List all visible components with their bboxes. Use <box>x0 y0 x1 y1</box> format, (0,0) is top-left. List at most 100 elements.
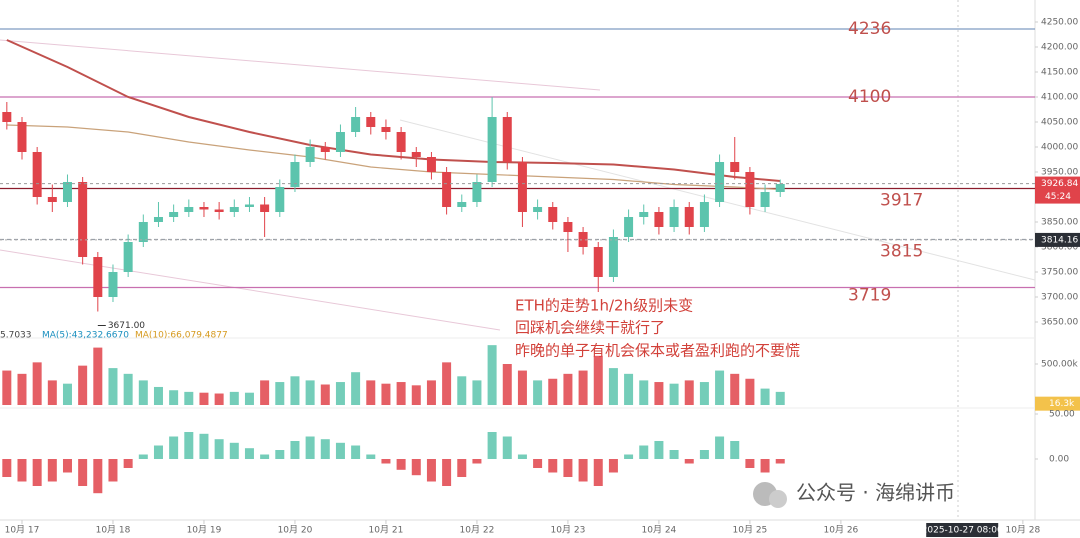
macd-bar <box>608 459 618 473</box>
macd-bar <box>305 436 315 459</box>
candle-body <box>93 257 103 297</box>
macd-bar <box>351 445 361 459</box>
macd-bar <box>563 459 573 477</box>
candle-body <box>699 202 709 227</box>
macd-bar <box>62 459 72 473</box>
x-tick-label: 10月 23 <box>551 525 586 536</box>
macd-bar <box>17 459 27 482</box>
volume-bar <box>578 370 588 405</box>
candle-body <box>578 232 588 247</box>
macd-bar <box>184 432 194 459</box>
y-tick-label: 0.00 <box>1049 455 1069 465</box>
volume-bar <box>335 382 345 405</box>
volume-bar <box>199 392 209 405</box>
candle-body <box>654 212 664 227</box>
volume-bar <box>108 368 118 405</box>
candle-body <box>381 127 391 132</box>
volume-bar <box>62 383 72 405</box>
crosshair-time-box <box>926 523 999 537</box>
volume-bar <box>78 365 88 405</box>
candle-body <box>78 182 88 257</box>
y-tick-label: 4000.00 <box>1041 143 1078 153</box>
candle-body <box>426 157 436 172</box>
volume-bar <box>775 391 785 405</box>
annotation: ETH的走势1h/2h级别未变 <box>515 297 693 315</box>
candle-body <box>335 132 345 152</box>
volume-bar <box>229 391 239 405</box>
x-tick-label: 10月 21 <box>369 525 404 536</box>
level-label: 4100 <box>848 87 891 107</box>
macd-bar <box>138 454 148 459</box>
volume-bar <box>2 370 12 405</box>
candle-body <box>290 162 300 187</box>
volume-bar <box>290 376 300 405</box>
volume-bar <box>502 364 512 405</box>
volume-legend: MA(10):66,079.4877 <box>135 331 228 341</box>
candle-body <box>47 197 57 202</box>
volume-bar <box>123 373 133 405</box>
macd-bar <box>654 441 664 459</box>
volume-bar <box>396 382 406 405</box>
macd-bar <box>366 454 376 459</box>
macd-bar <box>244 448 254 459</box>
macd-bar <box>108 459 118 482</box>
candle-body <box>169 212 179 217</box>
macd-bar <box>533 459 543 468</box>
y-tick-label: 3950.00 <box>1041 168 1078 178</box>
y-tick-label: 3800.00 <box>1041 243 1078 253</box>
x-tick-label: 10月 24 <box>642 525 677 536</box>
candle-body <box>715 162 725 202</box>
candle-body <box>229 207 239 212</box>
volume-bar <box>184 391 194 405</box>
volume-bar <box>47 380 57 405</box>
volume-legend: 5.7033 <box>0 331 32 341</box>
candle-body <box>533 207 543 212</box>
macd-bar <box>47 459 57 482</box>
candle-body <box>366 117 376 127</box>
annotation: 回踩机会继续干就行了 <box>515 319 665 337</box>
candle-body <box>32 152 42 197</box>
macd-bar <box>593 459 603 486</box>
volume-bar <box>275 382 285 405</box>
y-tick-label: 4050.00 <box>1041 118 1078 128</box>
macd-bar <box>639 445 649 459</box>
ma-line <box>6 124 781 191</box>
candle-body <box>760 192 770 207</box>
macd-bar <box>275 450 285 459</box>
macd-bar <box>260 454 270 459</box>
candle-body <box>153 217 163 222</box>
candle-body <box>730 162 740 172</box>
candle-body <box>487 117 497 182</box>
macd-bar <box>32 459 42 486</box>
macd-bar <box>123 459 133 468</box>
volume-bar <box>745 378 755 405</box>
macd-bar <box>381 459 391 464</box>
volume-bar <box>366 380 376 405</box>
macd-bar <box>2 459 12 477</box>
volume-legend: MA(5):43,232.6670 <box>42 331 129 341</box>
volume-bar <box>457 376 467 405</box>
volume-bar <box>93 347 103 405</box>
macd-bar <box>396 459 406 470</box>
macd-bar <box>669 450 679 459</box>
x-tick-label: 10月 19 <box>187 525 222 536</box>
candle-body <box>17 122 27 152</box>
y-tick-label: 4250.00 <box>1041 18 1078 28</box>
candle-body <box>62 182 72 202</box>
macd-bar <box>93 459 103 494</box>
candle-body <box>396 132 406 152</box>
volume-bar <box>426 380 436 405</box>
macd-bar <box>229 442 239 459</box>
y-tick-label: 500.00k <box>1041 360 1078 370</box>
candle-body <box>775 184 785 192</box>
volume-bar <box>593 355 603 405</box>
volume-bar <box>169 390 179 405</box>
volume-bar <box>244 392 254 405</box>
volume-bar <box>699 382 709 405</box>
x-tick-label: 10月 22 <box>460 525 495 536</box>
macd-bar <box>199 433 209 459</box>
candle-body <box>244 204 254 207</box>
macd-bar <box>548 459 558 473</box>
trendline <box>0 249 501 331</box>
